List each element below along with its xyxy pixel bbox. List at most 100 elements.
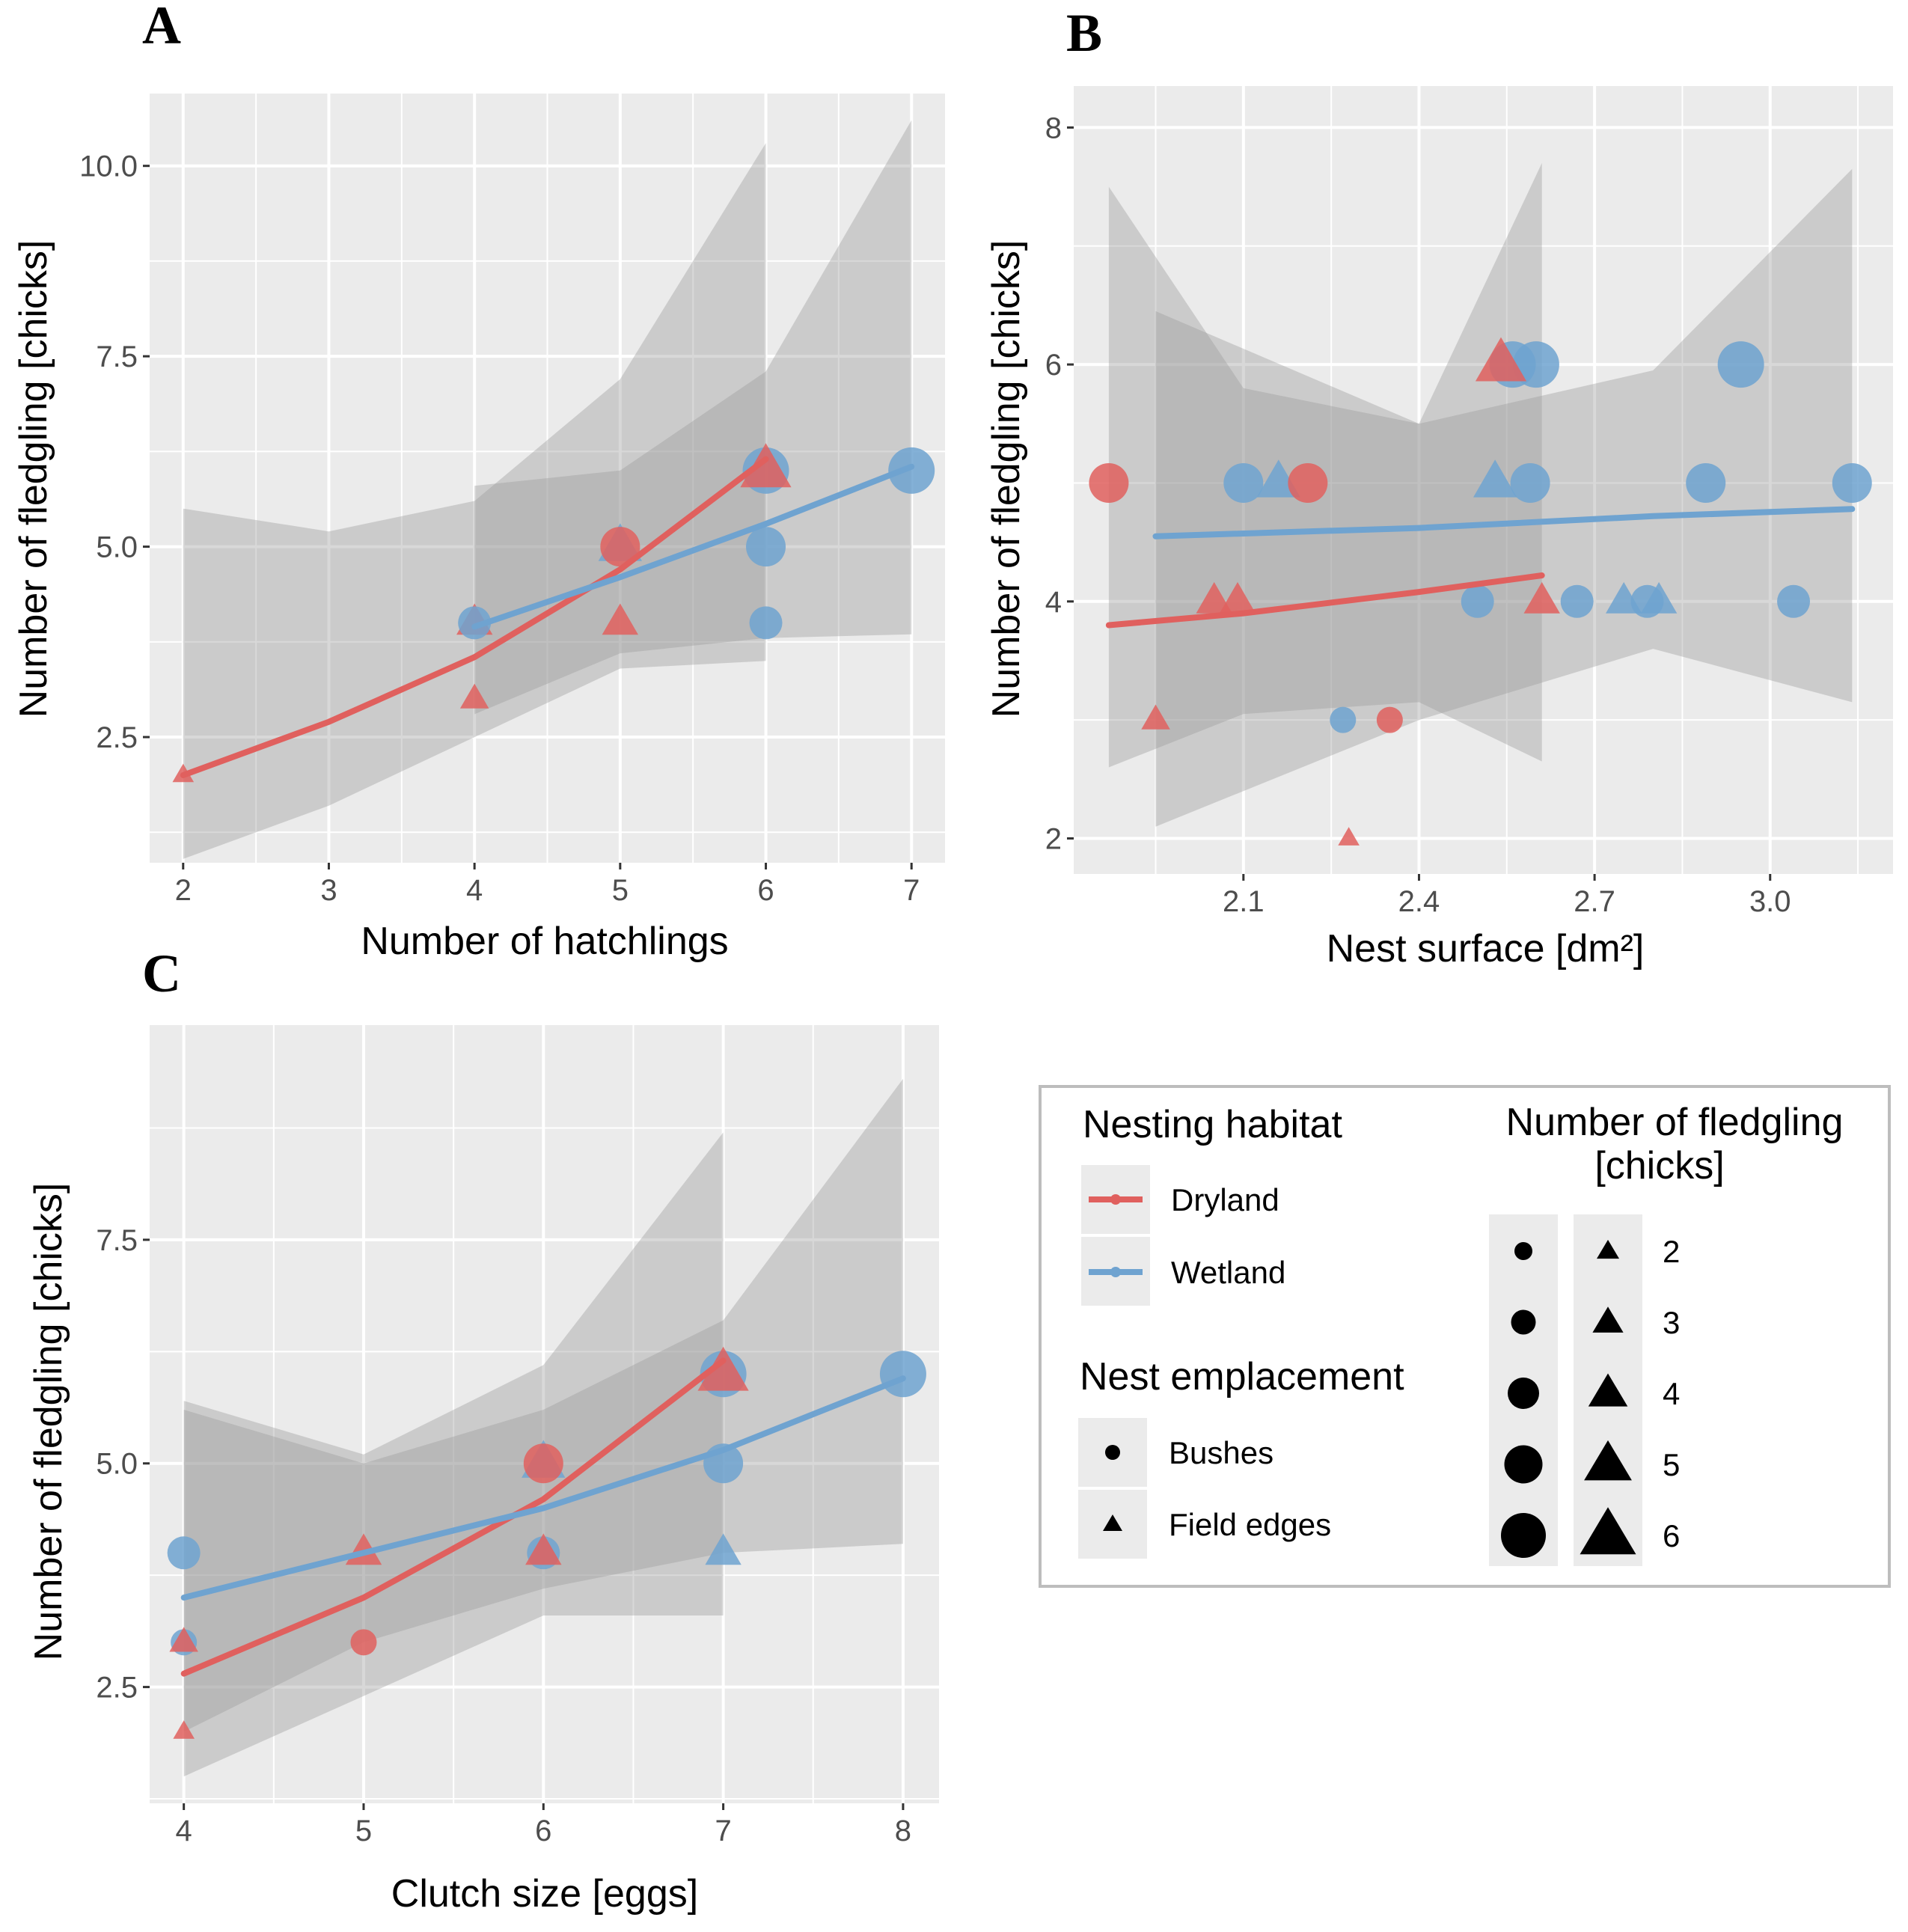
data-point-field-edges xyxy=(1640,581,1678,614)
fit-line-wetland xyxy=(180,1375,906,1601)
data-point-bushes xyxy=(1089,462,1129,503)
legend-size-label: 3 xyxy=(1663,1305,1680,1340)
panel-b: 2.1 2.4 2.7 3.0 2 4 6 8 xyxy=(1045,86,1893,918)
data-point-field-edges xyxy=(525,1533,562,1565)
legend-dryland-label: Dryland xyxy=(1171,1182,1279,1217)
legend-size-circle xyxy=(1511,1309,1536,1335)
panel-b-y-title: Number of fledgling [chicks] xyxy=(985,240,1028,718)
legend-field-edges-label: Field edges xyxy=(1169,1507,1331,1542)
x-tick-label: 6 xyxy=(757,874,774,907)
x-tick-label: 4 xyxy=(176,1815,192,1847)
confidence-band-wetland xyxy=(474,120,912,715)
confidence-band-wetland xyxy=(183,1078,903,1732)
data-point-bushes xyxy=(749,606,783,640)
x-tick-label: 3.0 xyxy=(1749,885,1791,918)
data-point-field-edges xyxy=(705,1533,742,1565)
panel-letter-a: A xyxy=(142,0,181,55)
x-tick-label: 2.4 xyxy=(1398,885,1440,918)
legend-size-triangle xyxy=(1588,1373,1628,1407)
legend-dryland-dot xyxy=(1110,1194,1121,1205)
data-point-field-edges xyxy=(740,443,792,488)
y-tick-label: 2.5 xyxy=(96,1672,138,1705)
legend-size-title-line1: Number of fledgling xyxy=(1506,1101,1844,1144)
data-point-bushes xyxy=(1560,584,1594,618)
x-tick-label: 8 xyxy=(895,1815,911,1847)
legend-size-label: 6 xyxy=(1663,1518,1680,1553)
data-point-field-edges xyxy=(1523,581,1560,614)
legend-wetland-label: Wetland xyxy=(1171,1255,1285,1290)
data-point-bushes xyxy=(523,1443,563,1484)
legend-size-keys: 2 3 4 5 6 xyxy=(1489,1214,1680,1566)
panel-b-x-title: Nest surface [dm²] xyxy=(1327,927,1645,970)
confidence-band-dryland xyxy=(183,143,766,859)
data-point-bushes xyxy=(350,1629,377,1656)
legend-size-triangle xyxy=(1584,1440,1632,1481)
data-point-field-edges xyxy=(173,1720,195,1739)
x-tick-label: 2.1 xyxy=(1223,885,1265,918)
legend-size-label: 2 xyxy=(1663,1234,1680,1269)
legend-size-circle xyxy=(1508,1378,1539,1409)
data-point-field-edges xyxy=(1219,581,1256,614)
legend-size-triangle xyxy=(1597,1239,1619,1259)
fit-line-dryland xyxy=(1105,572,1545,629)
legend-size-triangle xyxy=(1580,1507,1636,1555)
y-tick-label: 5.0 xyxy=(96,531,138,564)
data-point-bushes xyxy=(167,1536,201,1570)
data-point-bushes xyxy=(1512,341,1559,388)
x-tick-label: 6 xyxy=(535,1815,551,1847)
data-point-bushes xyxy=(1330,706,1357,733)
panel-c: 4 5 6 7 8 2.5 5.0 7.5 xyxy=(96,1025,939,1847)
data-point-field-edges xyxy=(1141,704,1170,730)
data-point-bushes xyxy=(1832,462,1872,503)
data-point-bushes xyxy=(888,447,935,494)
data-point-field-edges xyxy=(459,683,489,709)
fit-line-dryland xyxy=(180,456,769,778)
panel-letter-b: B xyxy=(1066,3,1102,63)
y-tick-label: 2.5 xyxy=(96,721,138,754)
data-point-field-edges xyxy=(602,603,638,635)
data-point-field-edges xyxy=(1475,337,1527,382)
data-point-bushes xyxy=(1461,584,1494,618)
x-tick-label: 5 xyxy=(355,1815,372,1847)
panel-c-x-title: Clutch size [eggs] xyxy=(391,1872,698,1916)
legend-size-triangle xyxy=(1592,1306,1624,1333)
legend-size-label: 5 xyxy=(1663,1447,1680,1482)
legend: Nesting habitat Dryland Wetland Nest emp… xyxy=(1039,1085,1891,1588)
data-point-bushes xyxy=(1777,584,1811,618)
x-tick-label: 2.7 xyxy=(1574,885,1615,918)
fit-line-wetland xyxy=(1152,506,1856,539)
data-point-bushes xyxy=(1510,462,1550,503)
data-point-field-edges xyxy=(169,1627,198,1652)
fit-line-dryland xyxy=(180,1357,727,1677)
x-tick-label: 7 xyxy=(903,874,920,907)
x-tick-label: 4 xyxy=(466,874,483,907)
legend-wetland-dot xyxy=(1110,1267,1121,1277)
x-tick-label: 7 xyxy=(715,1815,731,1847)
legend-size-circle xyxy=(1514,1242,1532,1260)
data-point-field-edges xyxy=(1473,459,1517,498)
panel-c-y-title: Number of fledgling [chicks] xyxy=(27,1183,70,1661)
panel-letter-c: C xyxy=(142,944,181,1003)
panel-a: 2 3 4 5 6 7 2.5 5.0 7.5 10.0 xyxy=(79,94,945,907)
y-tick-label: 2 xyxy=(1045,822,1062,855)
y-tick-label: 7.5 xyxy=(96,1224,138,1257)
data-point-bushes xyxy=(1717,341,1764,388)
x-tick-label: 3 xyxy=(320,874,337,907)
data-point-bushes xyxy=(746,527,786,567)
x-tick-label: 2 xyxy=(175,874,192,907)
y-tick-label: 8 xyxy=(1045,111,1062,144)
y-tick-label: 5.0 xyxy=(96,1448,138,1481)
data-point-bushes xyxy=(600,527,640,567)
legend-box xyxy=(1039,1085,1891,1588)
data-point-bushes xyxy=(879,1351,926,1398)
legend-size-label: 4 xyxy=(1663,1376,1680,1411)
x-tick-label: 5 xyxy=(612,874,629,907)
y-tick-label: 4 xyxy=(1045,586,1062,619)
legend-bushes-icon xyxy=(1105,1445,1120,1460)
panel-a-x-title: Number of hatchlings xyxy=(361,920,728,963)
legend-field-edges-icon xyxy=(1103,1514,1122,1531)
legend-bushes-label: Bushes xyxy=(1169,1435,1273,1470)
confidence-band-wetland xyxy=(1155,168,1853,827)
fit-line-wetland xyxy=(471,463,915,630)
